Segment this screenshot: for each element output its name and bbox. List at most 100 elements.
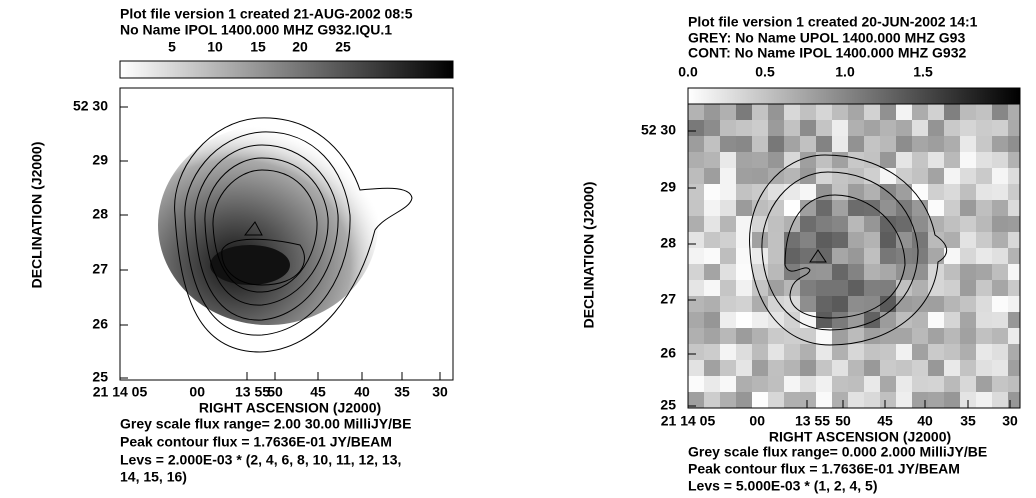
pixel (880, 200, 896, 216)
pixel (768, 344, 784, 360)
pixel (912, 392, 928, 408)
pixel (800, 120, 816, 136)
pixel (784, 392, 800, 408)
pixel (688, 392, 704, 408)
pixel (992, 136, 1008, 152)
pixel (736, 280, 752, 296)
pixel (976, 120, 992, 136)
x-tick-label: 00 (189, 384, 205, 400)
pixel (720, 344, 736, 360)
pixel (1008, 200, 1020, 216)
pixel (896, 120, 912, 136)
y-axis-label: DECLINATION (J2000) (581, 182, 597, 329)
pixel (736, 248, 752, 264)
pixel (976, 376, 992, 392)
pixel (848, 280, 864, 296)
pixel (768, 216, 784, 232)
x-tick-label: 35 (394, 384, 410, 400)
pixel (848, 360, 864, 376)
pixel (784, 104, 800, 120)
pixel (736, 104, 752, 120)
pixel (784, 136, 800, 152)
pixel (832, 376, 848, 392)
pixel (912, 360, 928, 376)
pixel (768, 136, 784, 152)
pixel (960, 328, 976, 344)
pixel (720, 376, 736, 392)
pixel (976, 104, 992, 120)
pixel (992, 248, 1008, 264)
pixel (896, 232, 912, 248)
pixel (848, 136, 864, 152)
pixel (928, 328, 944, 344)
pixel (864, 376, 880, 392)
pixel (1008, 152, 1020, 168)
pixel (816, 120, 832, 136)
pixel (768, 104, 784, 120)
pixel (752, 264, 768, 280)
pixel (720, 232, 736, 248)
plot-header: Plot file version 1 created 20-JUN-2002 … (688, 14, 978, 30)
pixel (848, 120, 864, 136)
grey-image (688, 104, 1020, 408)
pixel (800, 200, 816, 216)
plot-header: GREY: No Name UPOL 1400.000 MHZ G93 (688, 30, 965, 46)
x-tick-label: 45 (877, 413, 893, 429)
pixel (768, 200, 784, 216)
pixel (912, 280, 928, 296)
pixel (976, 200, 992, 216)
pixel (944, 232, 960, 248)
pixel (976, 312, 992, 328)
pixel (832, 280, 848, 296)
pixel (976, 152, 992, 168)
pixel (816, 216, 832, 232)
pixel (896, 328, 912, 344)
pixel (752, 200, 768, 216)
pixel (960, 120, 976, 136)
pixel (688, 344, 704, 360)
pixel (816, 376, 832, 392)
pixel (768, 248, 784, 264)
pixel (944, 376, 960, 392)
pixel (768, 184, 784, 200)
colorbar-tick-label: 1.5 (913, 64, 933, 80)
pixel (704, 232, 720, 248)
pixel (864, 392, 880, 408)
pixel (928, 392, 944, 408)
pixel (928, 168, 944, 184)
pixel (688, 328, 704, 344)
pixel (864, 104, 880, 120)
pixel (976, 328, 992, 344)
pixel (880, 312, 896, 328)
pixel (944, 392, 960, 408)
pixel (928, 184, 944, 200)
pixel (752, 120, 768, 136)
pixel (912, 344, 928, 360)
pixel (896, 344, 912, 360)
pixel (720, 328, 736, 344)
pixel (816, 360, 832, 376)
pixel (752, 328, 768, 344)
pixel (944, 104, 960, 120)
pixel (800, 376, 816, 392)
pixel (928, 296, 944, 312)
pixel (720, 200, 736, 216)
pixel (912, 184, 928, 200)
pixel (704, 104, 720, 120)
pixel (896, 376, 912, 392)
pixel (1008, 312, 1020, 328)
pixel (912, 328, 928, 344)
pixel (688, 184, 704, 200)
pixel (800, 264, 816, 280)
pixel (896, 184, 912, 200)
pixel (816, 392, 832, 408)
pixel (896, 296, 912, 312)
pixel (960, 280, 976, 296)
x-tick-label: 00 (749, 413, 765, 429)
pixel (992, 296, 1008, 312)
pixel (832, 152, 848, 168)
pixel (992, 376, 1008, 392)
pixel (688, 152, 704, 168)
pixel (752, 296, 768, 312)
colorbar (119, 60, 454, 79)
